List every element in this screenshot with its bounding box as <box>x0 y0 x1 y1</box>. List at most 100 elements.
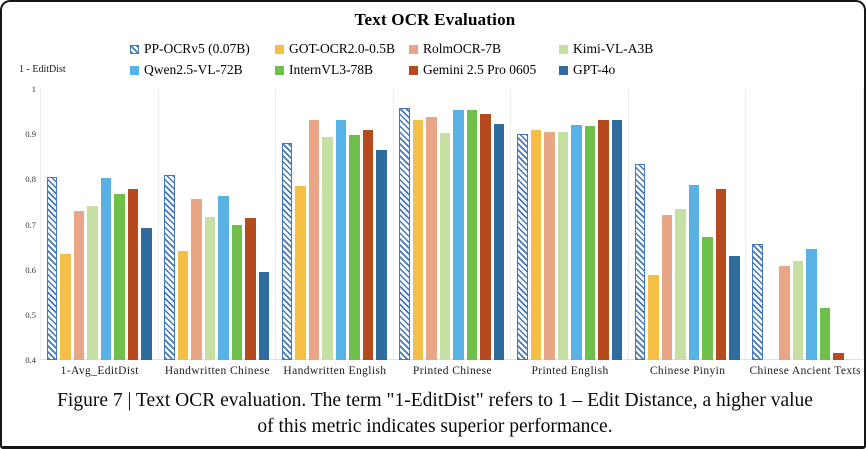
legend-item: RolmOCR-7B <box>409 41 559 57</box>
figure-caption: Figure 7 | Text OCR evaluation. The term… <box>2 388 864 440</box>
bar <box>60 253 71 360</box>
bar <box>335 120 347 360</box>
legend-label: GPT-4o <box>573 62 616 77</box>
bar-group <box>511 89 629 360</box>
bar-group <box>394 89 512 360</box>
bar <box>73 210 85 360</box>
bar <box>295 186 306 360</box>
bar <box>752 243 763 360</box>
bar <box>480 113 491 360</box>
bar <box>164 174 175 360</box>
bar <box>412 119 424 360</box>
legend-item: Gemini 2.5 Pro 0605 <box>409 62 559 78</box>
y-tick-label: 0.5 <box>25 309 36 320</box>
bar <box>141 228 152 360</box>
bar <box>258 272 270 360</box>
legend-item: Qwen2.5-VL-72B <box>130 62 275 78</box>
legend-label: PP-OCRv5 (0.07B) <box>144 41 250 56</box>
y-tick-label: 0.4 <box>25 355 36 365</box>
x-category-label: Handwritten English <box>283 365 387 377</box>
bar <box>453 110 464 360</box>
bar <box>530 130 542 360</box>
legend-label: Gemini 2.5 Pro 0605 <box>423 62 537 77</box>
caption-line-1: Figure 7 | Text OCR evaluation. The term… <box>57 390 813 411</box>
bar <box>544 132 555 360</box>
bar <box>100 177 112 360</box>
legend-item: InternVL3-78B <box>275 62 409 78</box>
x-category-label: Chinese Ancient Texts <box>749 365 861 377</box>
bar <box>517 134 528 360</box>
legend-item: GOT-OCR2.0-0.5B <box>275 41 409 57</box>
legend-swatch-icon <box>130 44 139 54</box>
bar <box>611 120 623 360</box>
legend-swatch-icon <box>409 44 418 54</box>
bar <box>218 196 229 360</box>
legend-swatch-icon <box>275 65 284 75</box>
y-tick-label: 1 <box>31 84 36 94</box>
bar <box>715 188 727 360</box>
y-tick-label: 0.9 <box>25 129 36 140</box>
legend-label: RolmOCR-7B <box>423 41 502 56</box>
x-category-label: Handwritten Chinese <box>164 365 270 377</box>
legend-swatch-icon <box>275 44 284 54</box>
legend-label: Qwen2.5-VL-72B <box>144 62 243 77</box>
x-category-label: Printed Chinese <box>412 365 493 377</box>
bar <box>439 132 451 360</box>
legend-swatch-icon <box>409 65 418 75</box>
bar <box>349 134 360 360</box>
bar-group <box>276 89 394 360</box>
legend-swatch-icon <box>559 44 568 54</box>
bar <box>779 265 790 360</box>
legend-item: Kimi-VL-A3B <box>559 41 653 57</box>
y-tick-label: 0.8 <box>25 174 36 185</box>
x-category-label: 1-Avg_EditDist <box>60 365 139 377</box>
bar <box>362 129 374 360</box>
y-tick-label: 0.7 <box>25 219 36 230</box>
bar <box>191 198 202 360</box>
bar <box>792 261 804 360</box>
bar <box>598 120 609 360</box>
bar <box>688 185 700 360</box>
bar <box>245 218 256 360</box>
bar-group <box>746 89 864 360</box>
legend-swatch-icon <box>130 65 139 75</box>
bar <box>87 205 98 360</box>
legend-label: Kimi-VL-A3B <box>573 41 654 56</box>
bar <box>557 131 569 360</box>
bar-group <box>159 89 277 360</box>
y-axis-label: 1 - EditDist <box>19 64 66 75</box>
y-tick-label: 0.6 <box>25 264 36 275</box>
bar <box>322 137 333 360</box>
bar-group <box>629 89 747 360</box>
bar <box>399 107 410 360</box>
bar <box>833 353 844 360</box>
bar <box>376 149 387 360</box>
chart-legend: PP-OCRv5 (0.07B) GOT-OCR2.0-0.5B RolmOCR-7… <box>130 41 653 78</box>
x-category-label: Printed English <box>531 365 609 377</box>
bar <box>584 126 596 360</box>
legend-item: GPT-4o <box>559 62 653 78</box>
chart-title: Text OCR Evaluation <box>354 10 516 29</box>
bar <box>114 194 125 360</box>
bar <box>426 117 437 360</box>
x-category-label: Chinese Pinyin <box>649 365 726 377</box>
bar <box>231 225 243 360</box>
bar <box>819 307 831 360</box>
bar <box>281 142 293 360</box>
bar <box>661 215 673 360</box>
bar <box>204 216 216 360</box>
legend-item: PP-OCRv5 (0.07B) <box>130 41 275 57</box>
bar <box>634 163 646 360</box>
plot-area: 1 0.9 0.8 0.7 0.6 0.5 0.4 1-Avg_EditDist Handwri… <box>25 84 864 377</box>
bar <box>308 120 320 360</box>
bar <box>729 255 740 360</box>
bar <box>493 123 505 360</box>
bar <box>127 188 139 360</box>
bar-group <box>41 89 159 360</box>
legend-swatch-icon <box>559 65 568 75</box>
legend-label: GOT-OCR2.0-0.5B <box>289 41 396 56</box>
bar <box>806 249 817 360</box>
legend-label: InternVL3-78B <box>289 62 373 77</box>
bar <box>675 209 686 360</box>
